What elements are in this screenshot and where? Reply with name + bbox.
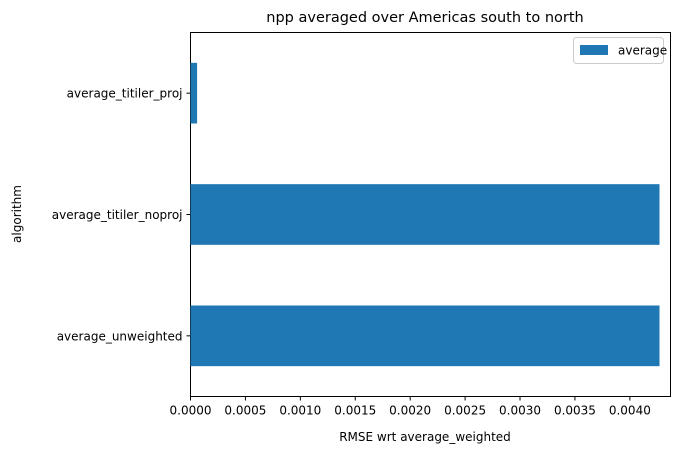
y-tick-label: average_unweighted: [57, 329, 183, 343]
y-axis-label: algorithm: [10, 185, 24, 243]
y-tick-label: average_titiler_noproj: [52, 208, 183, 222]
legend-label: average: [618, 44, 667, 58]
x-tick-label: 0.0000: [170, 404, 212, 418]
x-tick-label: 0.0010: [279, 404, 321, 418]
bar-average_unweighted: [190, 305, 660, 367]
x-tick-label: 0.0040: [609, 404, 651, 418]
x-tick-label: 0.0005: [224, 404, 266, 418]
x-tick-label: 0.0020: [389, 404, 431, 418]
legend-box: [573, 37, 664, 64]
bar-average_titiler_proj: [190, 62, 198, 124]
y-ticks-group: average_unweighted average_titiler_noproj…: [52, 87, 191, 343]
bars-group: [190, 62, 660, 367]
x-tick-label: 0.0035: [554, 404, 596, 418]
x-tick-label: 0.0015: [334, 404, 376, 418]
legend: average: [573, 37, 667, 64]
x-tick-label: 0.0025: [444, 404, 486, 418]
x-axis-label: RMSE wrt average_weighted: [339, 430, 511, 444]
chart-title: npp averaged over Americas south to nort…: [266, 10, 583, 26]
y-tick-label: average_titiler_proj: [67, 87, 183, 101]
x-tick-label: 0.0030: [499, 404, 541, 418]
x-ticks-group: 0.0000 0.0005 0.0010 0.0015 0.0020 0.0025 0.00…: [170, 396, 651, 418]
bar-average_titiler_noproj: [190, 184, 660, 245]
legend-swatch: [580, 45, 608, 55]
